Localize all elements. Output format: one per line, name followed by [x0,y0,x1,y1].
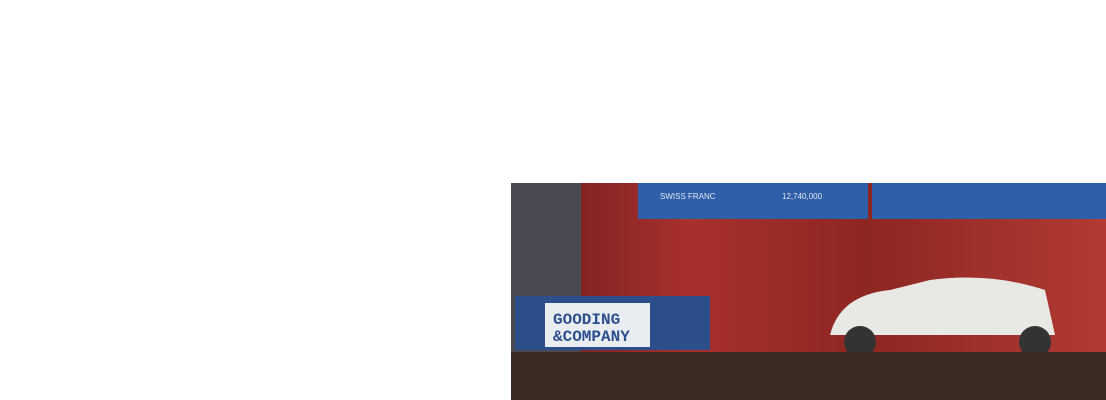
banner-text: SWISS FRANC [660,192,716,201]
photo: SWISS FRANC 12,740,000 GOODING &COMPANY [511,183,1106,400]
sign-text: &COMPANY [553,328,630,346]
photo-banner [872,183,1106,219]
banner-text: 12,740,000 [782,192,823,201]
photo-crowd [511,352,1106,400]
sign-text: GOODING [553,311,620,329]
chart: SWISS FRANC 12,740,000 GOODING &COMPANY [0,0,1106,400]
